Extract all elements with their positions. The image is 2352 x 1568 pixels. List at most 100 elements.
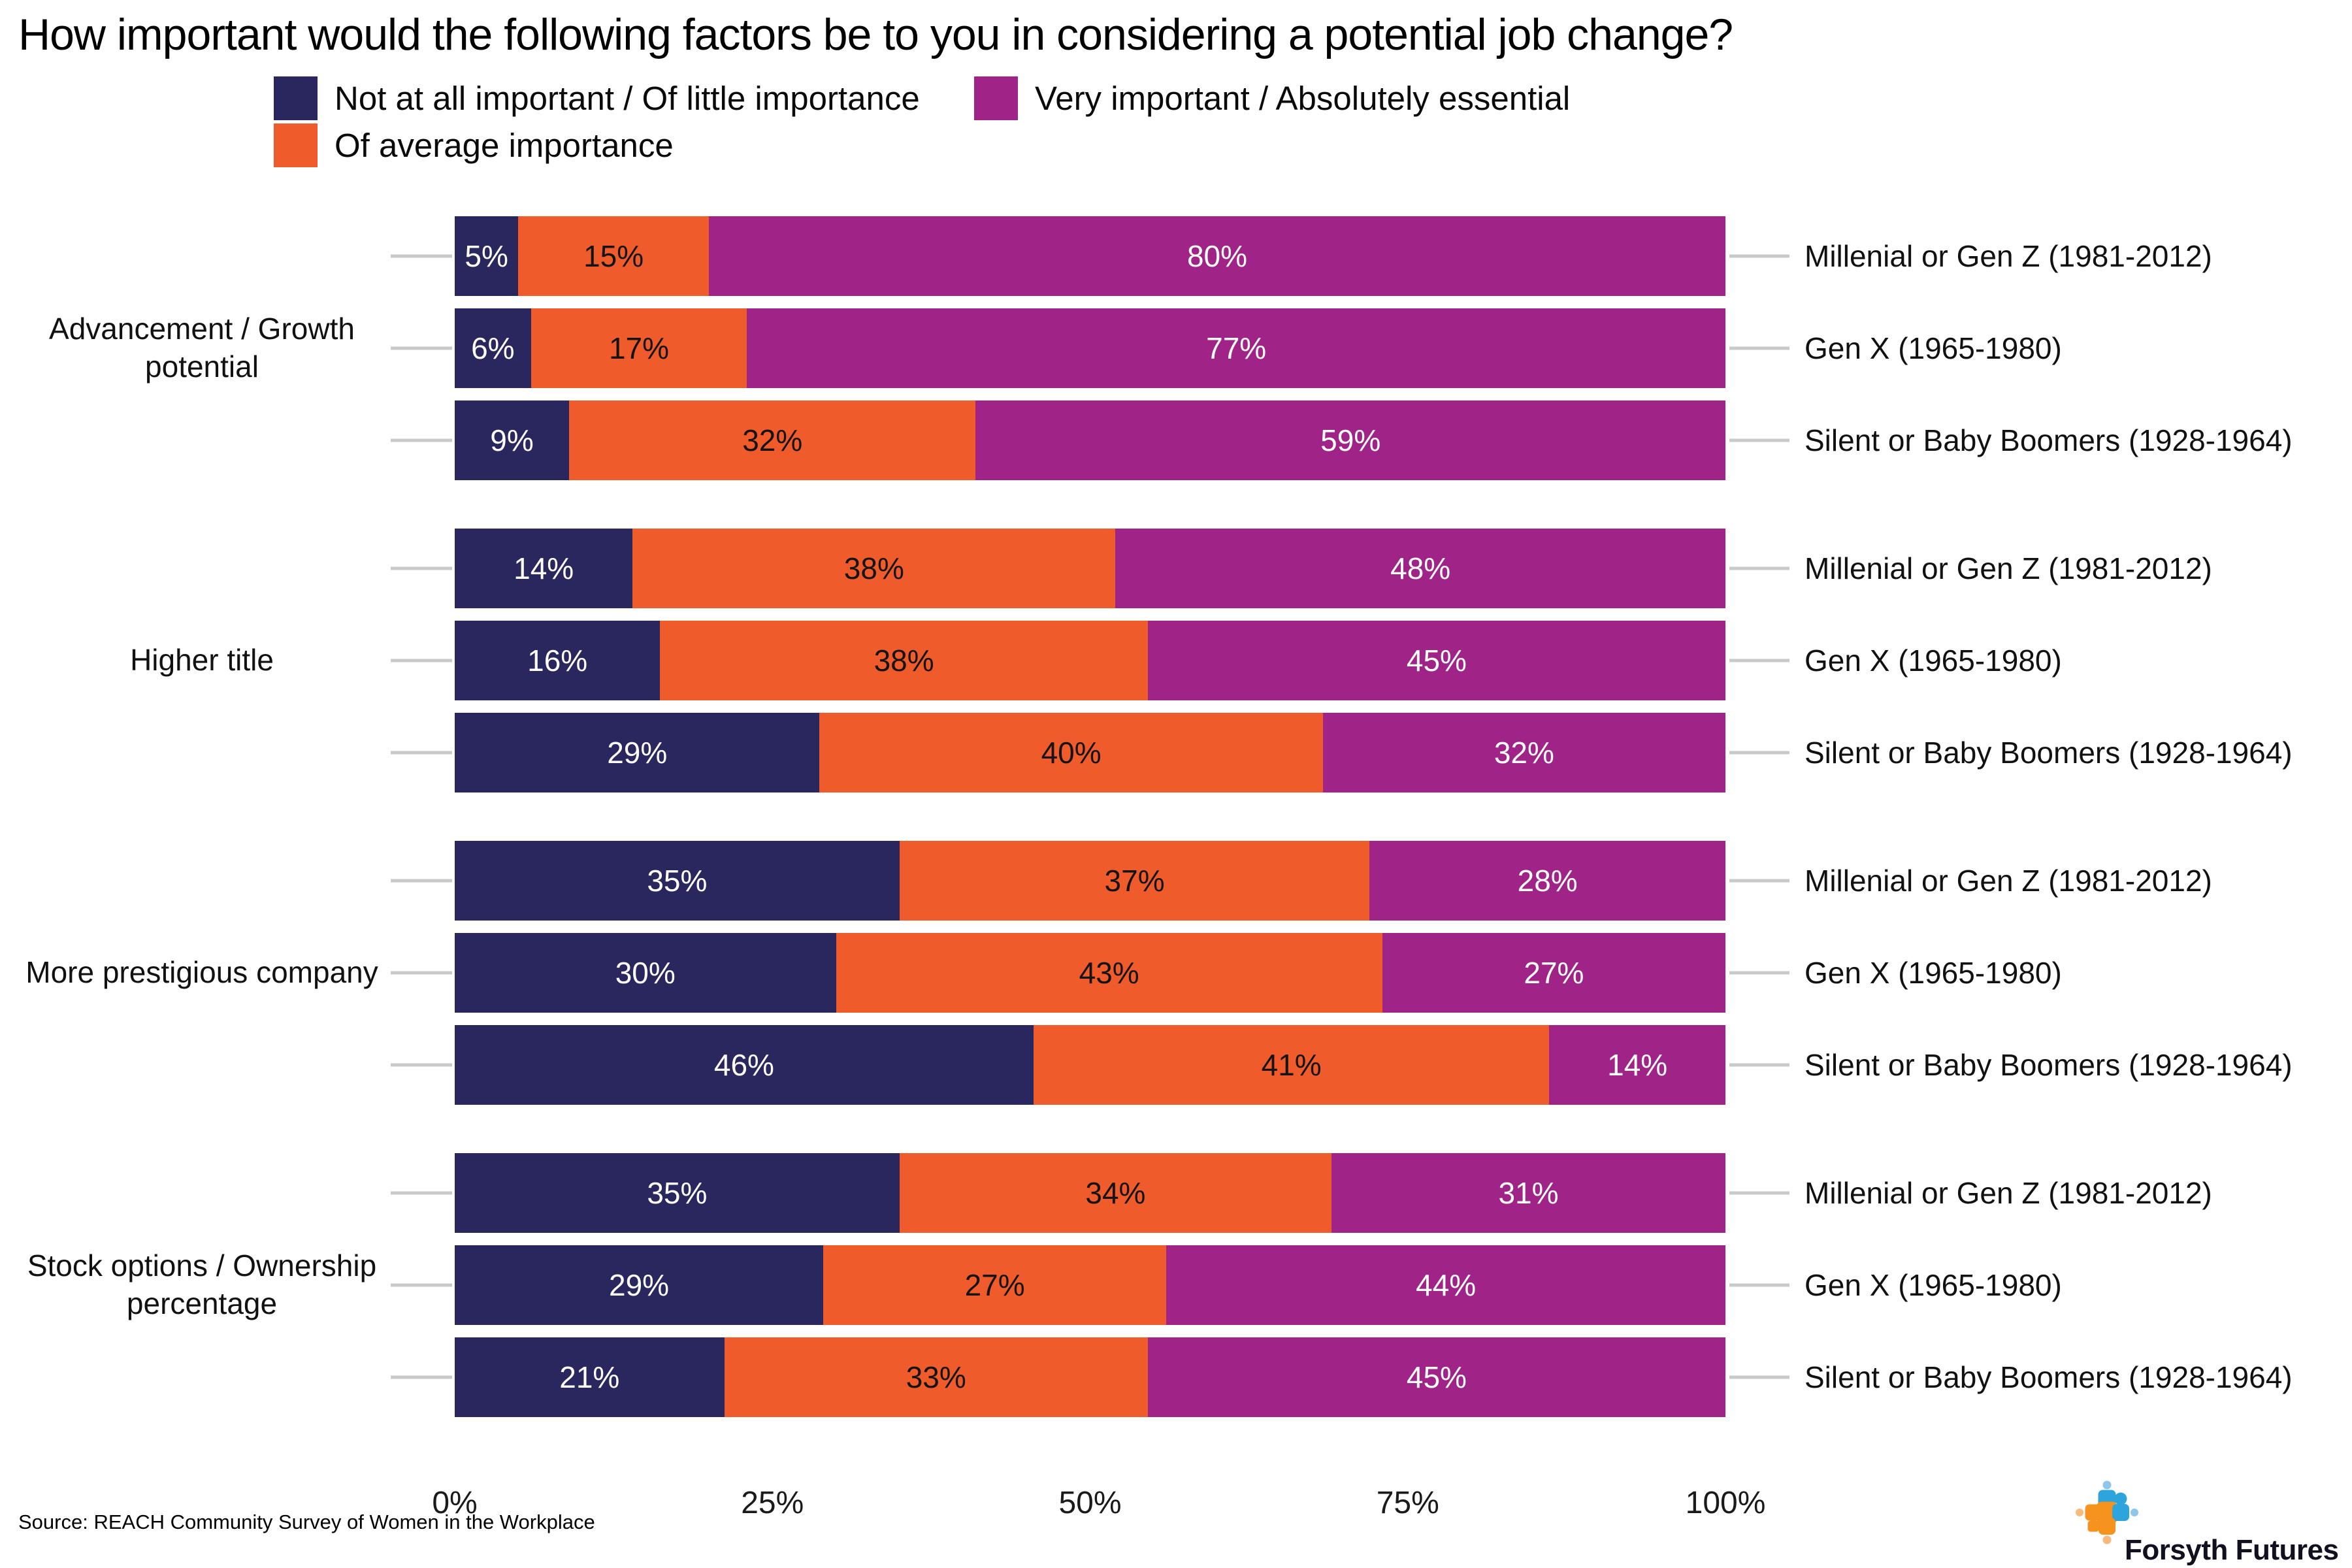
logo-dot [2075,1508,2083,1516]
tick-line-right [1729,346,1789,350]
tick-line-left [391,1063,452,1067]
stacked-bar: 21% 33% 45% [455,1337,1725,1417]
bar-segment-not-important: 35% [455,1153,900,1233]
bar-row: 14% 38% 48% Millenial or Gen Z (1981-2012) [0,529,2352,608]
category-label: More prestigious company [25,955,378,990]
category-label: Advancement / Growth potential [49,312,355,384]
segment-value-label: 48% [1390,551,1451,585]
legend-item-average: Of average importance [274,123,674,167]
stacked-bar: 46% 41% 14% [455,1025,1725,1105]
segment-value-label: 41% [1261,1048,1322,1082]
bar-segment-very-important: 77% [747,308,1725,388]
stacked-bar: 35% 34% 31% [455,1153,1725,1233]
bar-segment-average: 38% [632,529,1116,608]
tick-line-right [1729,1283,1789,1287]
segment-value-label: 38% [874,644,934,678]
segment-value-label: 33% [906,1360,966,1394]
segment-value-label: 77% [1206,331,1267,365]
bar-row: 5% 15% 80% Millenial or Gen Z (1981-2012) [0,216,2352,296]
bar-segment-average: 41% [1033,1025,1550,1105]
segment-value-label: 80% [1186,239,1248,273]
x-axis-tick-label: 100% [1685,1486,1766,1520]
source-note: Source: REACH Community Survey of Women … [18,1511,595,1533]
page-title: How important would the following factor… [18,10,1733,59]
segment-value-label: 30% [615,956,676,990]
tick-line-right [1729,1191,1789,1195]
generation-label: Silent or Baby Boomers (1928-1964) [1805,423,2293,457]
tick-line-right [1729,438,1789,442]
category-label: Stock options / Ownership percentage [27,1249,377,1320]
category-label: Higher title [130,643,274,678]
category-group: Higher title 14% 38% 48% Millenial or Gen Z … [0,529,2352,792]
logo-dot [2112,1503,2129,1521]
segment-value-label: 45% [1406,1360,1467,1394]
tick-line-right [1729,1063,1789,1067]
tick-line-right [1729,751,1789,755]
bar-row: 29% 40% 32% Silent or Baby Boomers (1928-19… [0,713,2352,792]
generation-label: Silent or Baby Boomers (1928-1964) [1805,736,2293,770]
bar-row: 35% 34% 31% Millenial or Gen Z (1981-2012) [0,1153,2352,1233]
tick-line-right [1729,659,1789,662]
tick-line-left [391,254,452,258]
stacked-bar: 30% 43% 27% [455,933,1725,1013]
stacked-bar: 9% 32% 59% [455,400,1725,480]
stacked-bar: 5% 15% 80% [455,216,1725,296]
segment-value-label: 45% [1406,644,1467,678]
bar-row: 6% 17% 77% Gen X (1965-1980) [0,308,2352,388]
bar-segment-not-important: 14% [455,529,633,608]
bar-segment-very-important: 27% [1382,933,1725,1013]
bar-segment-not-important: 29% [455,713,820,792]
bar-segment-not-important: 29% [455,1245,824,1325]
stacked-bar: 16% 38% 45% [455,621,1725,700]
segment-value-label: 59% [1320,423,1381,457]
segment-value-label: 29% [608,1268,670,1302]
bar-segment-very-important: 48% [1115,529,1725,608]
stacked-bar: 14% 38% 48% [455,529,1725,608]
stacked-bar: 29% 27% 44% [455,1245,1725,1325]
segment-value-label: 35% [647,864,708,898]
tick-line-left [391,1283,452,1287]
tick-line-left [391,438,452,442]
x-axis: 0% 25% 50% 75% 100% [432,1484,1765,1522]
generation-label: Gen X (1965-1980) [1805,331,2062,365]
bar-row: 46% 41% 14% Silent or Baby Boomers (1928-19… [0,1025,2352,1105]
generation-label: Silent or Baby Boomers (1928-1964) [1805,1360,2293,1394]
legend-swatch-orange [274,123,318,167]
category-group: Stock options / Ownership percentage 35% 3… [0,1153,2352,1417]
generation-label: Gen X (1965-1980) [1805,956,2062,990]
forsyth-futures-logo: Forsyth Futures [2072,1478,2352,1568]
bar-row: 9% 32% 59% Silent or Baby Boomers (1928-196… [0,400,2352,480]
tick-line-left [391,1375,452,1379]
segment-value-label: 40% [1041,736,1102,770]
stacked-bar: 29% 40% 32% [455,713,1725,792]
bar-segment-not-important: 5% [455,216,519,296]
bar-segment-average: 34% [899,1153,1332,1233]
segment-value-label: 14% [1607,1048,1668,1082]
segment-value-label: 21% [559,1360,620,1394]
segment-value-label: 31% [1498,1176,1559,1210]
generation-label: Millenial or Gen Z (1981-2012) [1805,864,2212,898]
bar-segment-very-important: 32% [1322,713,1725,792]
segment-value-label: 5% [465,239,508,273]
segment-value-label: 6% [471,331,515,365]
category-group: Advancement / Growth potential 5% 15% 80% Mi… [0,216,2352,480]
segment-value-label: 27% [964,1268,1025,1302]
logo-dot [2130,1508,2138,1516]
bar-segment-average: 43% [836,933,1382,1013]
logo-dot [2087,1520,2099,1531]
tick-line-left [391,971,452,975]
bar-segment-not-important: 9% [455,400,570,480]
bar-segment-very-important: 44% [1166,1245,1725,1325]
legend-swatch-magenta [974,76,1018,120]
bar-segment-average: 37% [899,841,1370,921]
bar-segment-not-important: 16% [455,621,661,700]
bar-segment-very-important: 45% [1147,621,1725,700]
logo-dot [2102,1480,2111,1489]
bar-segment-very-important: 14% [1549,1025,1725,1105]
bar-segment-not-important: 6% [455,308,531,388]
tick-line-left [391,566,452,570]
tick-line-right [1729,1375,1789,1379]
bar-segment-average: 15% [518,216,709,296]
bar-segment-average: 40% [819,713,1323,792]
